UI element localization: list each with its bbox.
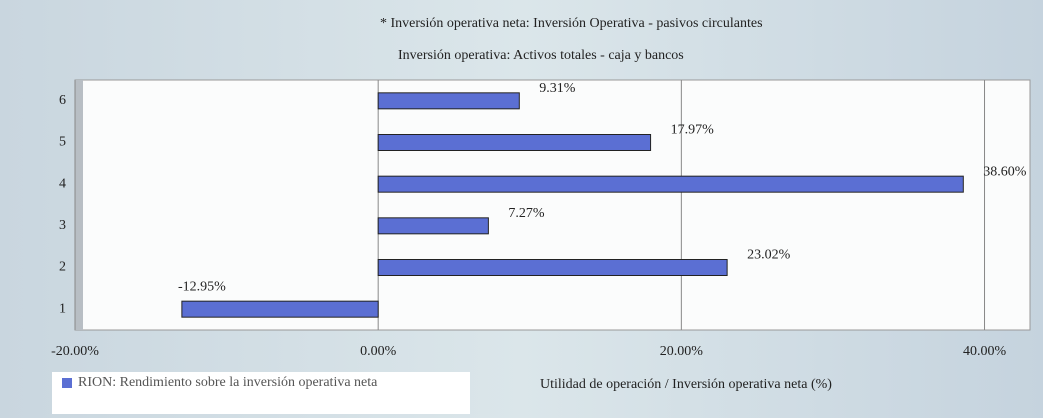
bar <box>377 92 520 110</box>
plot-area <box>74 79 1031 331</box>
y-tick-label: 3 <box>59 218 66 233</box>
data-label: 38.60% <box>983 164 1026 179</box>
data-label: 23.02% <box>747 248 791 263</box>
data-label: 9.31% <box>539 81 576 96</box>
data-label: 17.97% <box>671 123 715 138</box>
chart-subtitle: Inversión operativa: Activos totales - c… <box>398 48 684 63</box>
legend-swatch <box>62 378 72 388</box>
y-tick-label: 5 <box>59 135 66 150</box>
chart-title: * Inversión operativa neta: Inversión Op… <box>380 16 763 31</box>
x-tick-label: -20.00% <box>51 344 99 359</box>
bar <box>377 175 964 193</box>
x-tick-label: 0.00% <box>360 344 397 359</box>
legend <box>52 372 470 414</box>
y-tick-label: 1 <box>59 301 66 316</box>
plot-wall <box>75 80 83 330</box>
x-axis-label: Utilidad de operación / Inversión operat… <box>540 377 832 392</box>
bar <box>377 134 652 151</box>
x-tick-label: 40.00% <box>963 344 1007 359</box>
legend-text-box: RION: Rendimiento sobre la inversión ope… <box>78 375 378 390</box>
data-label: -12.95% <box>178 279 226 294</box>
data-label: 7.27% <box>508 206 544 221</box>
y-tick-label: 2 <box>59 260 66 275</box>
bar <box>377 259 728 276</box>
bar <box>377 217 489 235</box>
y-tick-label: 4 <box>59 176 66 191</box>
bar <box>181 300 379 318</box>
legend-label: RION: Rendimiento sobre la inversión ope… <box>78 375 378 390</box>
y-tick-label: 6 <box>59 93 66 108</box>
x-tick-label: 20.00% <box>660 344 704 359</box>
